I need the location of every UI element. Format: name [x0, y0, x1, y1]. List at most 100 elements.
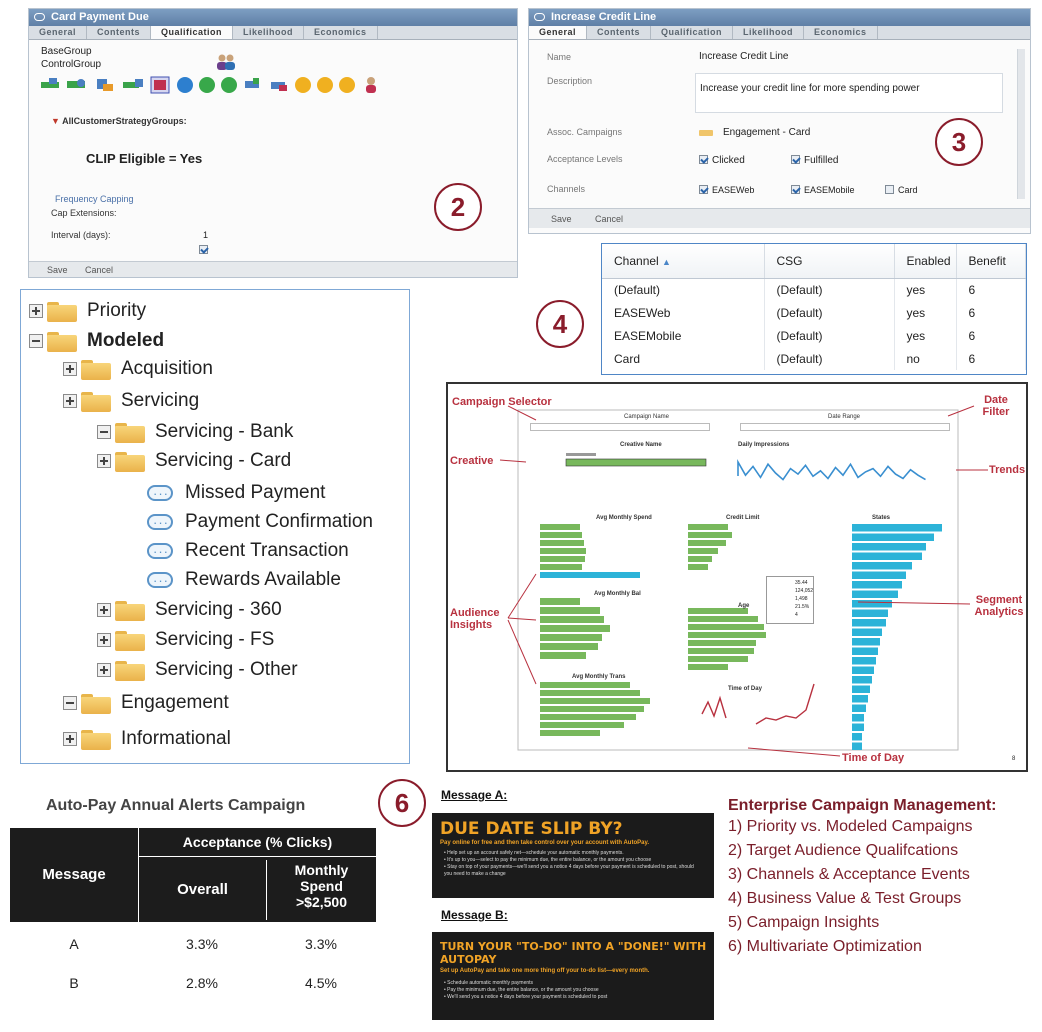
tab-qualification[interactable]: Qualification — [151, 26, 234, 39]
column-header-enabled[interactable]: Enabled — [894, 244, 957, 279]
campaign-tree: Priority Modeled Acquisition Servicing Servi… — [20, 289, 410, 764]
tab-general[interactable]: General — [29, 26, 88, 39]
creative-name-header: Creative Name — [620, 442, 662, 448]
segment-bar — [852, 581, 902, 589]
card-window-title: Card Payment Due — [51, 11, 149, 23]
column-header-channel[interactable]: Channel ▲ — [602, 244, 765, 279]
tab-economics[interactable]: Economics — [804, 26, 878, 39]
expand-icon[interactable] — [29, 304, 43, 318]
description-value: Increase your credit line for more spend… — [700, 83, 920, 94]
table-header-row: Channel ▲ CSG Enabled Benefit — [602, 244, 1026, 279]
assoc-campaign-value[interactable]: Engagement - Card — [723, 127, 811, 138]
table-row[interactable]: EASEWeb (Default) yes 6 — [602, 301, 1026, 324]
callout-arrow — [507, 617, 537, 621]
assoc-campaigns-label: Assoc. Campaigns — [547, 127, 623, 137]
segment-bar — [540, 652, 586, 659]
expand-icon[interactable] — [63, 394, 77, 408]
panel-age: Age — [738, 603, 750, 609]
expand-icon[interactable] — [63, 362, 77, 376]
table-row[interactable]: Card (Default) no 6 — [602, 347, 1026, 370]
table-cell: 6 — [956, 278, 1026, 301]
tab-likelihood[interactable]: Likelihood — [733, 26, 805, 39]
folder-icon — [47, 332, 77, 352]
channel-easemobile[interactable]: EASEMobile — [791, 185, 855, 195]
name-field[interactable]: Increase Credit Line — [699, 51, 789, 62]
summary-panel: Enterprise Campaign Management: 1) Prior… — [728, 797, 997, 959]
channel-easeweb[interactable]: EASEWeb — [699, 185, 754, 195]
segment-bar — [852, 562, 912, 570]
message-a-subhead: Pay online for free and then take contro… — [440, 840, 650, 846]
expand-arrow-icon[interactable]: ▼ — [51, 116, 60, 126]
sort-ascending-icon: ▲ — [662, 256, 671, 267]
table-cell: 3.3% — [305, 936, 337, 952]
summary-item: 2) Target Audience Qualifcations — [728, 842, 959, 859]
expand-icon[interactable] — [63, 732, 77, 746]
segment-bar — [852, 590, 898, 598]
control-group[interactable]: ControlGroup — [41, 59, 102, 70]
table-row[interactable]: (Default) (Default) yes 6 — [602, 278, 1026, 301]
message-b-bullet: • Pay the minimum due, the entire balanc… — [444, 987, 599, 993]
segment-bar — [852, 524, 942, 532]
card-save-button[interactable]: Save — [47, 265, 68, 275]
easemobile-checkbox[interactable] — [791, 185, 800, 194]
collapse-icon[interactable] — [97, 425, 111, 439]
table-cell: 3.3% — [186, 936, 218, 952]
message-b-creative[interactable]: TURN YOUR "TO-DO" INTO A "DONE!" WITH AU… — [432, 932, 714, 1020]
credit-cancel-button[interactable]: Cancel — [595, 214, 624, 224]
credit-save-button[interactable]: Save — [551, 214, 572, 224]
description-field[interactable]: Increase your credit line for more spend… — [695, 73, 1003, 113]
tooltip-value: 21.5% — [795, 604, 810, 610]
scrollbar[interactable] — [1017, 49, 1025, 199]
tooltip-value: 124,052 — [795, 588, 814, 594]
callout-time-of-day: Time of Day — [842, 752, 905, 764]
segment-bar — [688, 664, 728, 670]
tab-contents[interactable]: Contents — [87, 26, 152, 39]
card-checkbox[interactable] — [885, 185, 894, 194]
collapse-icon[interactable] — [63, 696, 77, 710]
tab-contents[interactable]: Contents — [587, 26, 652, 39]
expand-icon[interactable] — [97, 633, 111, 647]
credit-window-tabs: General Contents Qualification Likelihoo… — [529, 26, 1030, 40]
strategy-group-label[interactable]: ▼ AllCustomerStrategyGroups: — [51, 116, 187, 126]
expand-icon[interactable] — [97, 603, 111, 617]
table-cell: 4.5% — [305, 975, 337, 991]
card-window-titlebar: Card Payment Due — [29, 9, 517, 26]
segment-bar — [688, 540, 726, 546]
callout-trends: Trends — [989, 464, 1026, 476]
table-row[interactable]: EASEMobile (Default) yes 6 — [602, 324, 1026, 347]
column-header-benefit[interactable]: Benefit — [956, 244, 1026, 279]
date-range-input[interactable] — [740, 423, 950, 431]
callout-audience-insights: Audience Insights — [450, 607, 500, 631]
collapse-icon[interactable] — [29, 334, 43, 348]
tab-economics[interactable]: Economics — [304, 26, 378, 39]
channel-card[interactable]: Card — [885, 185, 918, 195]
tab-qualification[interactable]: Qualification — [651, 26, 734, 39]
callout-creative: Creative — [450, 455, 494, 467]
easeweb-checkbox[interactable] — [699, 185, 708, 194]
expand-icon[interactable] — [97, 663, 111, 677]
callout-arrow — [947, 405, 975, 417]
interval-value[interactable]: 1 — [203, 230, 209, 240]
acceptance-fulfilled[interactable]: Fulfilled — [791, 155, 838, 166]
clicked-checkbox[interactable] — [699, 155, 708, 164]
table-cell: (Default) — [764, 324, 895, 347]
expand-icon[interactable] — [97, 454, 111, 468]
base-group[interactable]: BaseGroup — [41, 46, 92, 57]
acceptance-clicked[interactable]: Clicked — [699, 155, 745, 166]
cap-extensions-checkbox[interactable] — [199, 245, 208, 254]
tab-likelihood[interactable]: Likelihood — [233, 26, 305, 39]
alerts-header-block: Acceptance (% Clicks) Message Overall Mo… — [10, 828, 376, 922]
callout-arrow — [747, 747, 841, 757]
tab-general[interactable]: General — [529, 26, 588, 39]
rule-clip-eligible[interactable]: CLIP Eligible = Yes — [86, 151, 203, 166]
column-header-csg[interactable]: CSG — [764, 244, 895, 279]
campaign-selector-input[interactable] — [530, 423, 710, 431]
segment-bar — [688, 564, 708, 570]
fulfilled-checkbox[interactable] — [791, 155, 800, 164]
table-cell: 6 — [956, 301, 1026, 324]
card-cancel-button[interactable]: Cancel — [85, 265, 114, 275]
message-a-creative[interactable]: DUE DATE SLIP BY? Pay online for free an… — [432, 813, 714, 898]
table-cell: EASEMobile — [602, 324, 765, 347]
tree-node-label: Rewards Available — [185, 569, 341, 590]
credit-window-title: Increase Credit Line — [551, 11, 657, 23]
